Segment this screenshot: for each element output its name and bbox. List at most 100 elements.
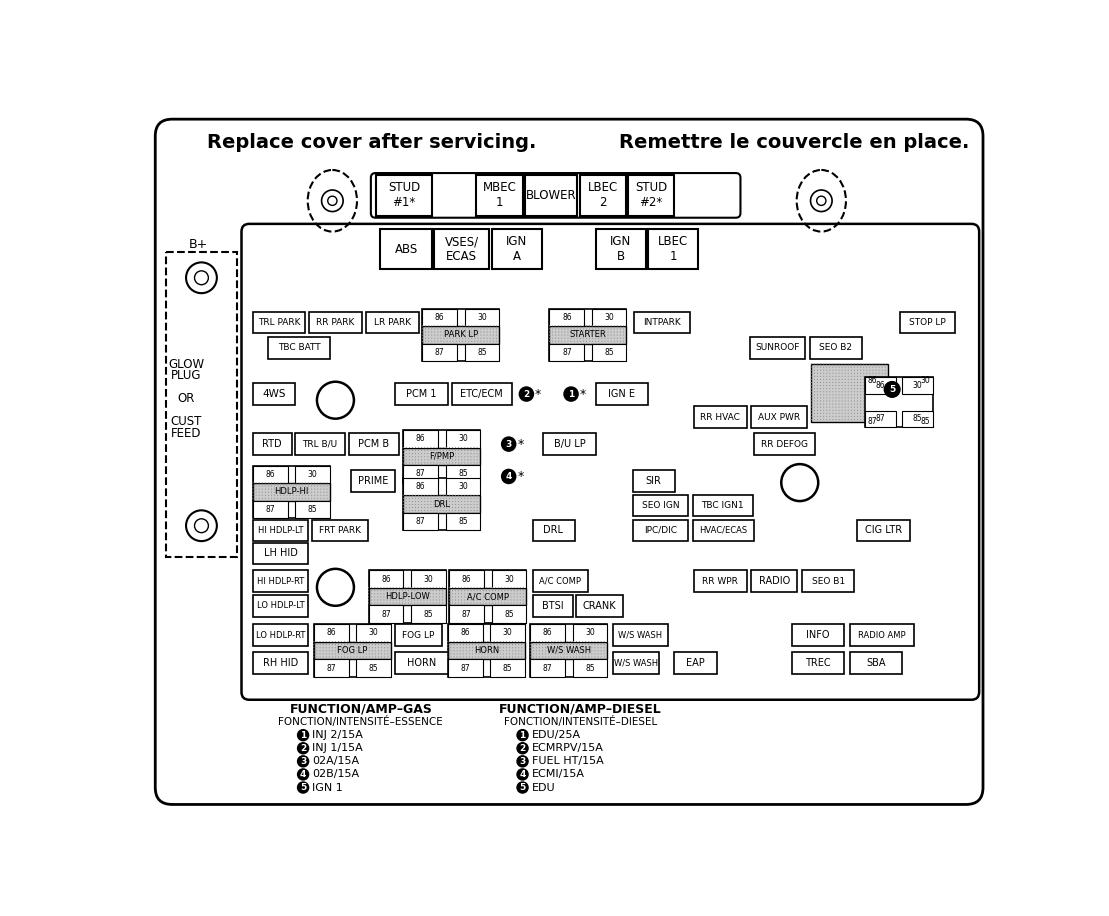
Text: 85: 85 [458, 470, 468, 478]
Text: DRL: DRL [434, 499, 450, 508]
Text: BLOWER: BLOWER [526, 189, 577, 202]
Text: ECMRPV/15A: ECMRPV/15A [532, 743, 603, 753]
Text: SIR: SIR [645, 476, 661, 486]
Text: RH HID: RH HID [263, 658, 298, 668]
Bar [592, 309, 627, 326]
Bar [530, 641, 608, 660]
Bar [632, 519, 688, 541]
Text: HI HDLP-LT: HI HDLP-LT [258, 526, 304, 535]
Text: 85: 85 [368, 663, 378, 672]
Text: 3: 3 [506, 440, 512, 449]
Text: FONCTION/INTENSITÉ–DIESEL: FONCTION/INTENSITÉ–DIESEL [503, 715, 657, 726]
Bar [350, 470, 396, 492]
Bar [612, 625, 668, 646]
Bar [648, 229, 698, 269]
Bar [268, 337, 330, 359]
Bar [549, 309, 627, 361]
Bar [446, 465, 480, 483]
Text: Replace cover after servicing.: Replace cover after servicing. [207, 133, 537, 152]
Text: Remettre le couvercle en place.: Remettre le couvercle en place. [619, 133, 969, 152]
Text: 86: 86 [381, 574, 390, 583]
Text: 85: 85 [586, 663, 594, 672]
Bar [525, 175, 577, 216]
Bar [380, 229, 433, 269]
Bar [404, 513, 438, 530]
Text: 87: 87 [416, 518, 426, 526]
Circle shape [297, 743, 308, 754]
Bar [295, 501, 330, 518]
Circle shape [517, 782, 528, 793]
Text: 30: 30 [502, 628, 512, 638]
Bar [899, 311, 955, 333]
Bar [549, 309, 584, 326]
Bar [490, 660, 525, 677]
Text: FUNCTION/AMP–GAS: FUNCTION/AMP–GAS [289, 703, 433, 715]
Text: 02B/15A: 02B/15A [313, 769, 359, 780]
Text: *: * [580, 387, 586, 400]
Bar [448, 641, 525, 660]
Bar [865, 377, 933, 427]
Bar [253, 542, 308, 564]
Bar [446, 431, 480, 448]
Text: PARK LP: PARK LP [444, 331, 478, 339]
Circle shape [517, 756, 528, 767]
Bar [596, 229, 645, 269]
Bar [253, 501, 287, 518]
Bar [309, 311, 362, 333]
Text: OR: OR [177, 392, 195, 405]
Text: PRIME: PRIME [358, 476, 388, 486]
Text: RR HVAC: RR HVAC [701, 412, 741, 421]
Text: 3: 3 [519, 757, 526, 766]
Text: 87: 87 [460, 663, 470, 672]
Bar [592, 344, 627, 361]
Bar [404, 478, 480, 530]
Circle shape [517, 743, 528, 754]
Bar [376, 175, 431, 216]
Text: 5: 5 [519, 783, 526, 792]
Text: 30: 30 [604, 312, 614, 322]
Text: 87: 87 [867, 418, 877, 426]
Bar [810, 337, 862, 359]
Text: IGN E: IGN E [609, 389, 635, 399]
Bar [253, 571, 308, 592]
Text: TBC BATT: TBC BATT [278, 344, 321, 353]
Text: 86: 86 [435, 312, 445, 322]
Bar [368, 588, 446, 605]
Text: 85: 85 [308, 505, 317, 514]
Text: CUST: CUST [171, 415, 202, 429]
Text: 87: 87 [381, 610, 390, 618]
Text: RR WPR: RR WPR [702, 577, 739, 585]
Bar [396, 625, 441, 646]
Bar [693, 495, 753, 517]
Text: PCM B: PCM B [358, 439, 389, 449]
Bar [849, 625, 915, 646]
Text: TRL PARK: TRL PARK [258, 318, 301, 327]
Text: SEO IGN: SEO IGN [642, 501, 679, 510]
Bar [812, 364, 888, 421]
Circle shape [517, 730, 528, 740]
Text: LH HID: LH HID [264, 549, 297, 559]
Text: IGN
A: IGN A [506, 235, 528, 263]
Text: *: * [517, 470, 523, 483]
Text: W/S WASH: W/S WASH [619, 630, 662, 639]
Text: 85: 85 [458, 518, 468, 526]
Text: 87: 87 [542, 663, 552, 672]
Text: EDU/25A: EDU/25A [532, 730, 581, 740]
Bar [356, 625, 390, 641]
Circle shape [297, 782, 308, 793]
Bar [434, 229, 489, 269]
Bar [903, 410, 933, 427]
Bar [465, 344, 499, 361]
Text: 30: 30 [368, 628, 378, 638]
Text: STOP LP: STOP LP [909, 318, 946, 327]
Bar [404, 448, 480, 465]
Bar [865, 377, 896, 394]
Bar [751, 407, 806, 428]
Text: FONCTION/INTENSITÉ–ESSENCE: FONCTION/INTENSITÉ–ESSENCE [278, 715, 444, 726]
Bar [404, 431, 480, 483]
Bar [404, 496, 480, 513]
Bar [491, 571, 527, 588]
Text: 4: 4 [299, 770, 306, 779]
Text: FRT PARK: FRT PARK [319, 526, 362, 535]
Bar [404, 465, 438, 483]
